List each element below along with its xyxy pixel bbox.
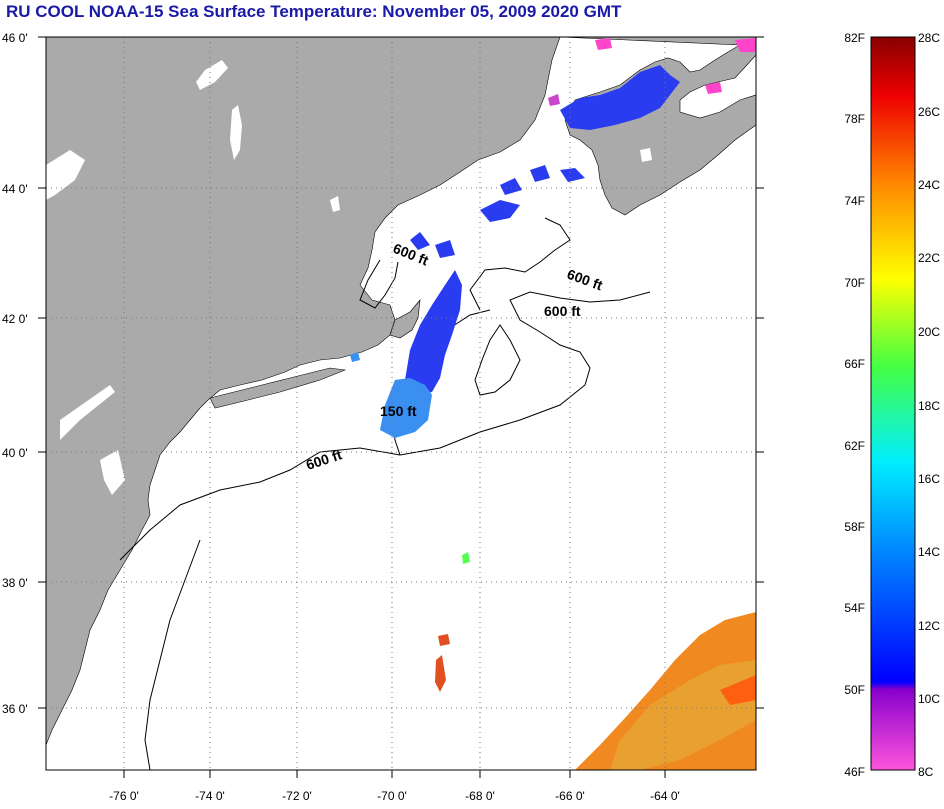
land-us-northeast [46,37,561,746]
colorbar [870,36,916,771]
lat-label: 42 0' [2,312,28,326]
colorbar-c-label: 16C [918,472,940,486]
lake [330,196,340,212]
colorbar-f-label: 62F [844,439,865,453]
colorbar-c-label: 12C [918,619,940,633]
colorbar-f-label: 74F [844,194,865,208]
axis-ticks [38,36,764,778]
colorbar-c-label: 20C [918,325,940,339]
sst-data-cool [350,352,470,564]
lon-label: -72 0' [282,789,312,803]
lake [60,385,115,440]
colorbar-c-label: 18C [918,399,940,413]
sst-data-magenta [548,38,756,106]
land-nova-scotia [559,37,756,216]
map-title: RU COOL NOAA-15 Sea Surface Temperature:… [6,2,622,21]
colorbar-f-label: 66F [844,357,865,371]
graticule [46,37,756,770]
lat-label: 36 0' [2,702,28,716]
land-long-island [209,367,347,409]
colorbar-f-label: 78F [844,112,865,126]
lat-label: 46 0' [2,31,28,45]
colorbar-c-label: 28C [918,31,940,45]
contour-label: 600 ft [544,303,581,319]
colorbar-c-label: 10C [918,692,940,706]
lat-label: 38 0' [2,576,28,590]
colorbar-f-label: 70F [844,276,865,290]
lat-label: 44 0' [2,182,28,196]
lake [196,60,228,90]
sst-data-cold [405,65,680,395]
colorbar-f-label: 50F [844,683,865,697]
colorbar-f-label: 58F [844,520,865,534]
lon-label: -66 0' [555,789,585,803]
lat-label: 40 0' [2,446,28,460]
sst-data-warm [435,612,756,770]
colorbar-c-label: 14C [918,545,940,559]
lake [46,150,85,200]
map-frame [45,36,757,771]
lake [640,148,652,162]
lake [100,450,125,495]
colorbar-f-label: 82F [844,31,865,45]
colorbar-c-label: 26C [918,105,940,119]
lon-label: -74 0' [195,789,225,803]
colorbar-c-label: 22C [918,251,940,265]
land-cape-cod [389,299,421,339]
colorbar-c-label: 24C [918,178,940,192]
lon-label: -70 0' [377,789,407,803]
contour-label: 150 ft [380,403,417,419]
colorbar-c-label: 8C [918,765,934,779]
lon-label: -64 0' [650,789,680,803]
colorbar-f-label: 54F [844,601,865,615]
colorbar-f-label: 46F [844,765,865,779]
lon-label: -68 0' [465,789,495,803]
lon-label: -76 0' [109,789,139,803]
lake [230,105,242,160]
